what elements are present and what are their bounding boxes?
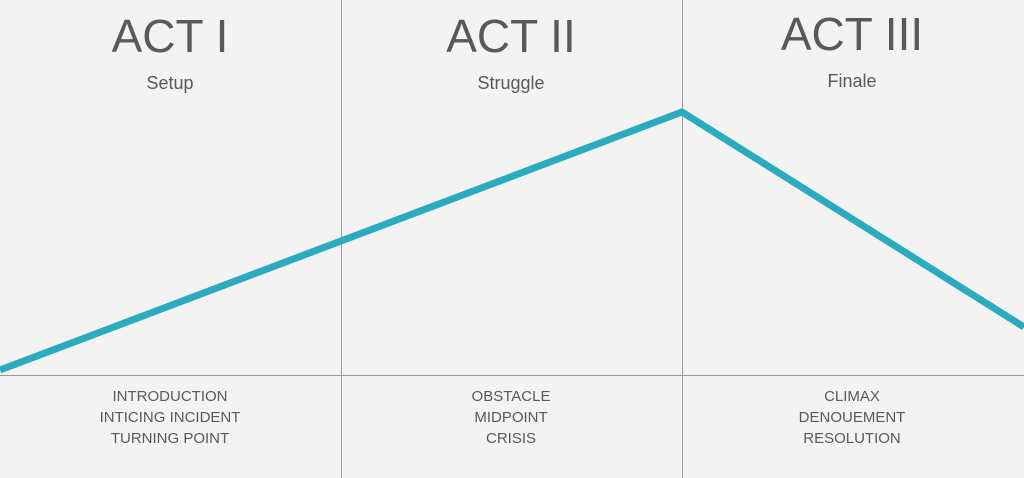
beat: CLIMAX xyxy=(824,388,880,405)
act-subtitle: Finale xyxy=(827,71,876,91)
act-title: ACT III xyxy=(781,8,923,60)
beat: DENOUEMENT xyxy=(799,409,906,426)
beat: RESOLUTION xyxy=(803,430,901,447)
beat: INTICING INCIDENT xyxy=(100,409,241,426)
beat: INTRODUCTION xyxy=(113,388,228,405)
act-subtitle: Struggle xyxy=(477,73,544,93)
story-arc xyxy=(0,108,1024,374)
act-subtitle: Setup xyxy=(146,73,193,93)
beat: OBSTACLE xyxy=(472,388,551,405)
act-title: ACT II xyxy=(446,10,576,62)
beat: CRISIS xyxy=(486,430,536,447)
beat: MIDPOINT xyxy=(474,409,547,426)
act-title: ACT I xyxy=(112,10,229,62)
beat: TURNING POINT xyxy=(111,430,229,447)
